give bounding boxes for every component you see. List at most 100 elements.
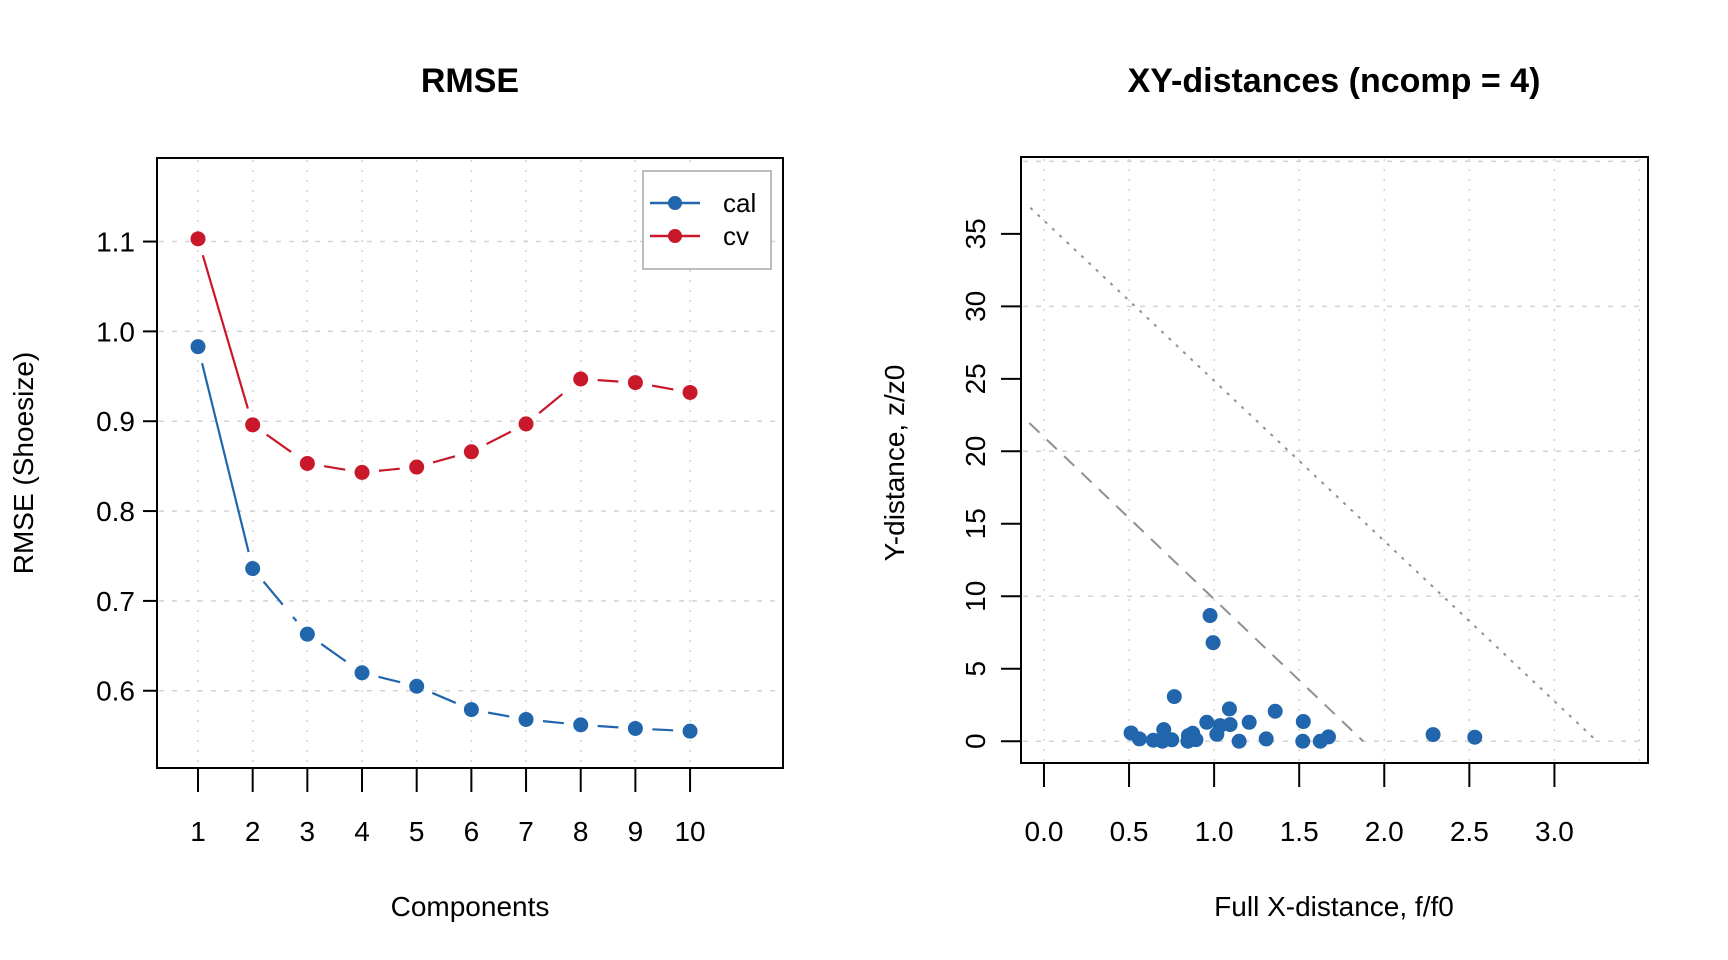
xy-limit-lines bbox=[1028, 207, 1598, 742]
rmse-x-axis: 1 2 3 4 5 6 7 8 9 10 bbox=[190, 768, 706, 847]
scatter-point bbox=[1295, 714, 1311, 730]
y-tick-label: 30 bbox=[960, 291, 991, 322]
series-line-cal bbox=[378, 675, 401, 684]
series-line-cal bbox=[652, 728, 674, 732]
legend-cv-label: cv bbox=[723, 221, 749, 251]
legend-cal-marker bbox=[668, 196, 682, 210]
x-tick-label: 4 bbox=[354, 816, 370, 847]
x-tick-label: 1.5 bbox=[1280, 816, 1319, 847]
legend-box bbox=[642, 170, 772, 270]
x-tick-label: 3.0 bbox=[1535, 816, 1574, 847]
legend: cal cv bbox=[642, 170, 772, 270]
scatter-point bbox=[1467, 729, 1483, 745]
series-line-cv bbox=[432, 455, 456, 464]
scatter-point bbox=[1295, 733, 1311, 749]
scatter-point bbox=[1258, 731, 1274, 747]
scatter-point bbox=[1320, 729, 1336, 745]
scatter-point bbox=[1156, 722, 1172, 738]
x-tick-label: 9 bbox=[628, 816, 644, 847]
x-tick-label: 2.5 bbox=[1450, 816, 1489, 847]
series-line-cv bbox=[378, 467, 400, 472]
series-line-cv bbox=[651, 384, 674, 391]
series-line-cv bbox=[323, 465, 346, 471]
rmse-plot: RMSE 1 2 3 4 5 6 7 8 9 10 0.6 0.7 0.8 0.9 1.0 1.1 Comp… bbox=[8, 62, 784, 922]
y-tick-label: 0.7 bbox=[96, 586, 135, 617]
x-tick-label: 5 bbox=[409, 816, 425, 847]
point-cal bbox=[518, 711, 534, 727]
series-line-cal bbox=[597, 724, 619, 729]
scatter-point bbox=[1221, 701, 1237, 717]
y-tick-label: 20 bbox=[960, 436, 991, 467]
rmse-series-points bbox=[190, 231, 698, 739]
point-cv bbox=[682, 384, 698, 400]
series-line-cv bbox=[597, 379, 619, 383]
scatter-point bbox=[1188, 732, 1204, 748]
point-cal bbox=[190, 339, 206, 355]
point-cal bbox=[245, 561, 261, 577]
series-line-cv bbox=[538, 388, 569, 414]
scatter-point bbox=[1205, 635, 1221, 651]
point-cv bbox=[354, 464, 370, 480]
y-tick-label: 10 bbox=[960, 581, 991, 612]
x-tick-label: 8 bbox=[573, 816, 589, 847]
rmse-y-axis: 0.6 0.7 0.8 0.9 1.0 1.1 bbox=[96, 227, 157, 707]
y-tick-label: 0.9 bbox=[96, 406, 135, 437]
series-line-cv bbox=[201, 254, 249, 409]
xy-x-axis: 0.0 0.5 1.0 1.5 2.0 2.5 3.0 bbox=[1025, 763, 1574, 847]
xy-y-axis-label: Y-distance, z/z0 bbox=[879, 365, 910, 562]
rmse-series-lines bbox=[201, 254, 674, 732]
rmse-x-axis-label: Components bbox=[391, 891, 550, 922]
x-tick-label: 6 bbox=[464, 816, 480, 847]
y-tick-label: 1.1 bbox=[96, 227, 135, 258]
point-cal bbox=[354, 665, 370, 681]
point-cv bbox=[463, 444, 479, 460]
scatter-point bbox=[1209, 726, 1225, 742]
y-tick-label: 0 bbox=[960, 733, 991, 749]
point-cv bbox=[627, 375, 643, 391]
y-tick-label: 0.8 bbox=[96, 496, 135, 527]
point-cv bbox=[245, 417, 261, 433]
point-cal bbox=[627, 720, 643, 736]
xy-plot-title: XY-distances (ncomp = 4) bbox=[1128, 62, 1541, 100]
scatter-point bbox=[1166, 689, 1182, 705]
x-tick-label: 0.0 bbox=[1025, 816, 1064, 847]
y-tick-label: 35 bbox=[960, 218, 991, 249]
xy-y-axis: 0 5 10 15 20 25 30 35 bbox=[960, 218, 1021, 749]
y-tick-label: 0.6 bbox=[96, 676, 135, 707]
outlier-limit-line bbox=[1029, 207, 1598, 742]
x-tick-label: 1 bbox=[190, 816, 206, 847]
point-cv bbox=[409, 459, 425, 475]
point-cal bbox=[299, 626, 315, 642]
series-line-cal bbox=[487, 711, 510, 718]
x-tick-label: 0.5 bbox=[1110, 816, 1149, 847]
legend-cal-label: cal bbox=[723, 188, 756, 218]
point-cal bbox=[463, 702, 479, 718]
y-tick-label: 25 bbox=[960, 363, 991, 394]
y-tick-label: 15 bbox=[960, 508, 991, 539]
y-tick-label: 5 bbox=[960, 661, 991, 677]
x-tick-label: 10 bbox=[674, 816, 705, 847]
scatter-point bbox=[1202, 608, 1218, 624]
point-cal bbox=[409, 678, 425, 694]
series-line-cal bbox=[262, 580, 298, 622]
x-tick-label: 1.0 bbox=[1195, 816, 1234, 847]
series-line-cv bbox=[265, 433, 295, 455]
series-line-cv bbox=[486, 430, 512, 446]
rmse-plot-frame bbox=[156, 157, 784, 769]
extreme-limit-line bbox=[1028, 422, 1364, 742]
point-cal bbox=[682, 723, 698, 739]
point-cv bbox=[299, 455, 315, 471]
scatter-point bbox=[1164, 732, 1180, 748]
point-cv bbox=[573, 371, 589, 387]
scatter-point bbox=[1241, 714, 1257, 730]
point-cal bbox=[573, 717, 589, 733]
point-cv bbox=[518, 416, 534, 432]
series-line-cal bbox=[320, 643, 349, 664]
series-line-cal bbox=[542, 720, 564, 725]
xy-grid bbox=[1023, 159, 1646, 761]
point-cv bbox=[190, 231, 206, 247]
xy-distance-plot: XY-distances (ncomp = 4) 0.0 0.5 1.0 1.5 2.0… bbox=[879, 62, 1649, 922]
xy-x-axis-label: Full X-distance, f/f0 bbox=[1214, 891, 1454, 922]
x-tick-label: 3 bbox=[300, 816, 316, 847]
